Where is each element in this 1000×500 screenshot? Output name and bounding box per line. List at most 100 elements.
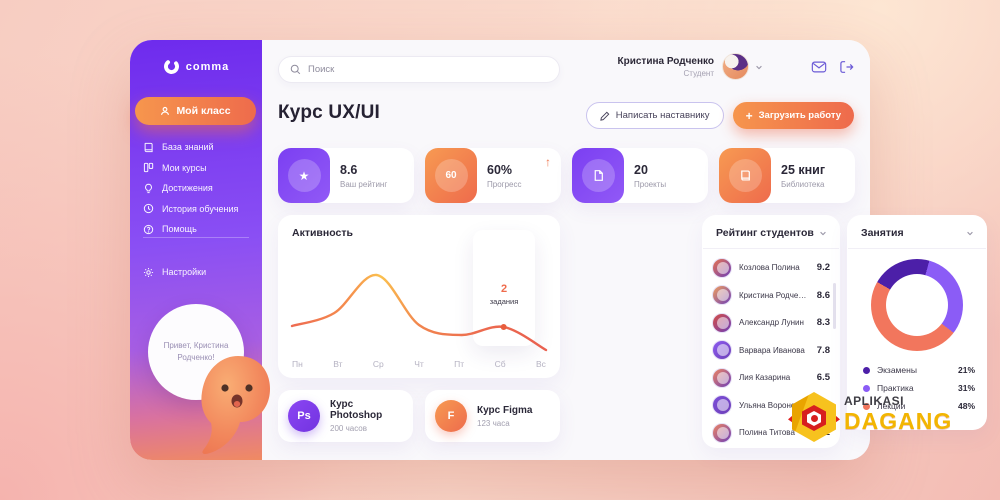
sidebar-item-label: База знаний	[162, 142, 214, 153]
course-card-figma[interactable]: F Курс Figma 123 часа	[425, 390, 560, 442]
stat-card-projects[interactable]: 20 Проекты	[572, 148, 708, 203]
student-avatar	[712, 340, 732, 361]
student-avatar	[712, 367, 732, 388]
my-class-label: Мой класс	[176, 105, 231, 117]
dashboard-window: comma Мой класс База знаний Мои курсы До…	[130, 40, 987, 460]
progress-icon: 60	[425, 148, 477, 203]
watermark: APLIKASI DAGANG	[788, 390, 952, 446]
photoshop-icon: Ps	[288, 400, 320, 432]
sidebar-item-knowledge-base[interactable]: База знаний	[143, 137, 256, 158]
legend-label: Лекции	[877, 401, 906, 411]
search-input[interactable]	[308, 64, 548, 75]
stat-label: Библиотека	[781, 179, 825, 189]
stat-label: Прогресс	[487, 179, 522, 189]
user-name: Кристина Родченко	[617, 55, 714, 67]
sidebar-item-history[interactable]: История обучения	[143, 199, 256, 220]
plus-icon: +	[745, 108, 753, 123]
stat-value: 60%	[487, 162, 513, 177]
my-class-button[interactable]: Мой класс	[135, 97, 256, 125]
student-score: 8.3	[816, 317, 830, 329]
student-avatar	[712, 312, 732, 333]
watermark-line1: APLIKASI	[844, 394, 905, 408]
sidebar-item-my-courses[interactable]: Мои курсы	[143, 158, 256, 179]
scrollbar-thumb[interactable]	[833, 283, 836, 329]
student-row[interactable]: Александр Лунин 8.3	[712, 309, 830, 337]
day-label: Пт	[454, 359, 465, 369]
legend-dot	[863, 366, 870, 374]
student-score: 9.2	[816, 262, 830, 274]
stat-value: 8.6	[340, 162, 358, 177]
chevron-down-icon[interactable]	[966, 229, 974, 237]
sidebar: comma Мой класс База знаний Мои курсы До…	[130, 40, 262, 460]
figma-icon: F	[435, 400, 467, 432]
search-bar[interactable]	[278, 56, 560, 83]
comma-icon	[163, 58, 180, 75]
stat-label: Проекты	[634, 179, 667, 189]
activity-title: Активность	[292, 227, 353, 239]
course-cards-row: Ps Курс Photoshop 200 часов F Курс Figma…	[278, 390, 560, 442]
student-avatar	[712, 285, 732, 306]
chevron-down-icon[interactable]	[819, 229, 827, 237]
stat-card-progress[interactable]: 60 60% Прогресс ↑	[425, 148, 561, 203]
user-icon	[160, 106, 170, 116]
sidebar-nav: База знаний Мои курсы Достижения История…	[143, 137, 256, 240]
student-row[interactable]: Лия Казарина 6.5	[712, 364, 830, 392]
day-label: Вт	[333, 359, 343, 369]
star-icon: ★	[278, 148, 330, 203]
stat-value: 20	[634, 162, 648, 177]
avatar[interactable]	[722, 53, 749, 80]
day-label: Сб	[494, 359, 506, 369]
activity-card: Активность 2 задания Пн Вт Ср	[278, 215, 560, 378]
course-hours: 123 часа	[477, 418, 510, 428]
legend-value: 48%	[957, 401, 975, 411]
course-name: Курс Figma	[477, 404, 533, 416]
legend-value: 31%	[957, 383, 975, 393]
mail-icon[interactable]	[811, 60, 827, 74]
student-avatar	[712, 257, 732, 278]
write-mentor-button[interactable]: Написать наставнику	[585, 102, 724, 129]
day-label: Чт	[414, 359, 424, 369]
logo-text: comma	[185, 60, 230, 73]
logout-icon[interactable]	[839, 60, 854, 74]
gear-icon	[143, 267, 154, 278]
sidebar-item-help[interactable]: Помощь	[143, 219, 256, 240]
search-icon	[290, 64, 301, 75]
page-title: Курс UX/UI	[278, 102, 381, 123]
legend-label: Экзамены	[877, 365, 917, 375]
student-row[interactable]: Кристина Родченко 8.6	[712, 282, 830, 310]
courses-icon	[143, 162, 154, 173]
classes-card: Занятия Экзамены 21% Практика 31% Л	[847, 215, 987, 430]
student-row[interactable]: Козлова Полина 9.2	[712, 254, 830, 282]
student-score: 7.8	[816, 344, 830, 356]
sidebar-item-label: Помощь	[162, 224, 197, 235]
sidebar-item-label: История обучения	[162, 203, 239, 214]
data-point-marker[interactable]	[500, 324, 507, 330]
document-icon	[572, 148, 624, 203]
comma-mascot	[196, 354, 272, 458]
bulb-icon	[143, 183, 154, 194]
legend-value: 21%	[957, 365, 975, 375]
student-row[interactable]: Варвара Иванова 7.8	[712, 337, 830, 365]
tooltip-label: задания	[489, 297, 519, 306]
main-content: Кристина Родченко Студент Курс UX/UI Нап…	[262, 40, 987, 460]
legend-label: Практика	[877, 383, 914, 393]
legend-dot	[863, 384, 870, 392]
sidebar-item-achievements[interactable]: Достижения	[143, 178, 256, 199]
stat-card-rating[interactable]: ★ 8.6 Ваш рейтинг	[278, 148, 414, 203]
day-label: Ср	[372, 359, 384, 369]
classes-donut-chart	[871, 259, 963, 351]
pencil-icon	[600, 111, 610, 121]
sidebar-item-label: Мои курсы	[162, 162, 207, 173]
x-axis-labels: Пн Вт Ср Чт Пт Сб Вс	[292, 359, 546, 369]
stat-value: 25 книг	[781, 162, 826, 177]
sidebar-item-settings[interactable]: Настройки	[143, 262, 256, 283]
upload-work-button[interactable]: + Загрузить работу	[732, 102, 854, 129]
day-label: Вс	[536, 359, 546, 369]
course-card-photoshop[interactable]: Ps Курс Photoshop 200 часов	[278, 390, 413, 442]
chevron-down-icon[interactable]	[755, 63, 763, 71]
stat-card-library[interactable]: 25 книг Библиотека	[719, 148, 855, 203]
day-label: Пн	[292, 359, 303, 369]
aplikasi-dagang-logo-icon	[788, 390, 840, 446]
course-hours: 200 часов	[330, 424, 367, 433]
legend-dot	[863, 402, 870, 410]
